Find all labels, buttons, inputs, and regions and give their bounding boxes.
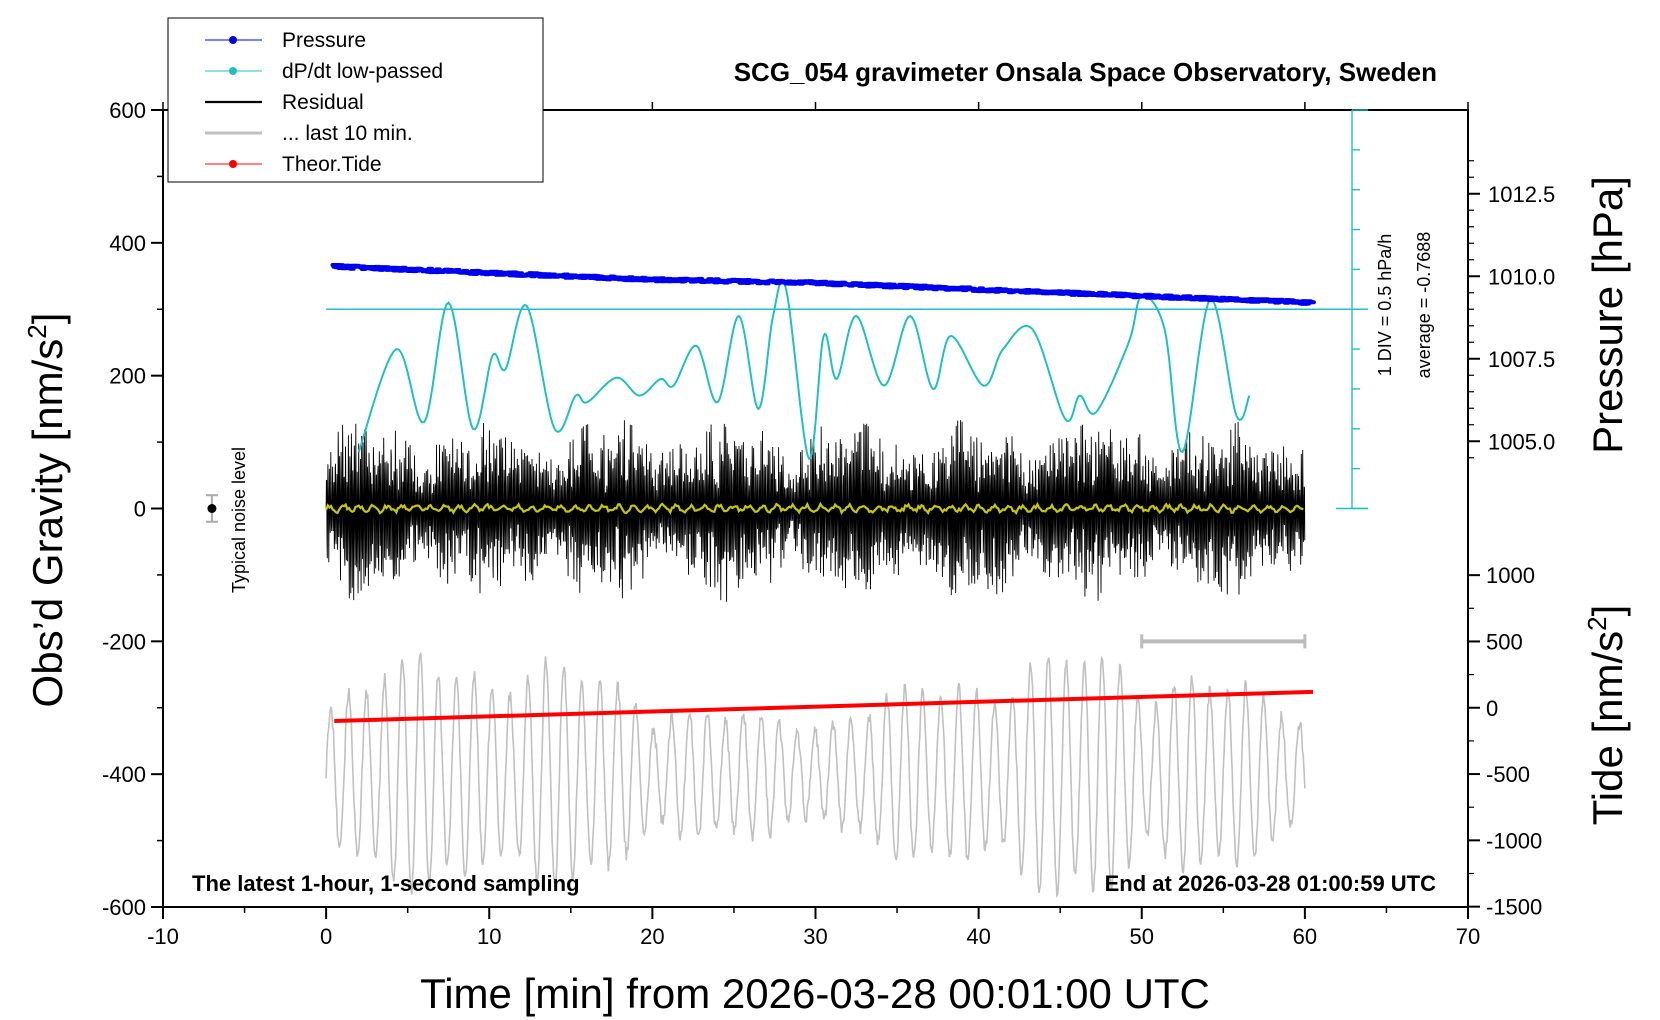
x-tick-label: 10 (477, 924, 501, 949)
bottom-left-note: The latest 1-hour, 1-second sampling (192, 871, 580, 896)
legend-label: ... last 10 min. (282, 122, 413, 145)
legend-label: Theor.Tide (282, 153, 382, 176)
axes-layer: -10 0 10 20 30 40 50 60 70 600 400 200 0 -200 -400 -600… (102, 98, 1555, 949)
legend-box (167, 17, 544, 183)
pressure-tick-label: 1005.0 (1488, 429, 1555, 454)
series-dpdt-line (357, 279, 1251, 460)
series-filtered-residual-line (325, 501, 1304, 516)
x-tick-label: 30 (803, 924, 827, 949)
noise-level-label: Typical noise level (229, 447, 249, 593)
x-tick-label: 40 (966, 924, 990, 949)
noise-bar-point (207, 504, 217, 513)
pressure-tick-label: 1010.0 (1488, 264, 1555, 289)
legend-swatch-dot (229, 67, 237, 75)
chart-title: SCG_054 gravimeter Onsala Space Observat… (734, 57, 1437, 87)
legend-swatch-dot (229, 36, 237, 44)
x-tick-label: 0 (320, 924, 332, 949)
pressure-tick-label: 1007.5 (1488, 347, 1555, 372)
y-axis-title-pressure: Pressure [hPa] (1584, 176, 1631, 454)
y-axis-title-left-main: Obs’d Gravity [nm/s (24, 339, 71, 708)
y-axis-title-tide-sup: 2 (1582, 616, 1612, 630)
pressure-tick-label: 1012.5 (1488, 182, 1555, 207)
x-tick-label: -10 (147, 924, 179, 949)
y-axis-title-tide: Tide [nm/s2] (1582, 605, 1631, 826)
series-pressure-dots (330, 263, 1316, 306)
scale-note-div: 1 DIV = 0.5 hPa/h (1375, 234, 1395, 377)
y-left-tick-label: 400 (109, 231, 146, 256)
legend-label: Residual (282, 91, 364, 114)
tide-tick-label: -1500 (1486, 895, 1542, 920)
tide-tick-label: -500 (1486, 762, 1530, 787)
legend: Pressure dP/dt low-passed Residual ... last… (167, 17, 544, 183)
tide-tick-label: -1000 (1486, 828, 1542, 853)
x-tick-label: 20 (640, 924, 664, 949)
y-left-tick-label: 600 (109, 98, 146, 123)
y-axis-title-left: Obs’d Gravity [nm/s2] (22, 313, 71, 708)
series-layer (205, 109, 1368, 899)
series-last10-min-line (325, 651, 1306, 899)
series-theor-tide-line (334, 689, 1314, 724)
x-tick-label: 60 (1293, 924, 1317, 949)
tide-tick-label: 0 (1486, 696, 1498, 721)
y-left-tick-label: 200 (109, 364, 146, 389)
series-residual-line (325, 420, 1306, 602)
y-axis-title-tide-end: ] (1584, 605, 1631, 617)
tide-tick-label: 1000 (1486, 563, 1535, 588)
y-left-tick-label: 0 (134, 497, 146, 522)
y-left-tick-label: -600 (102, 895, 146, 920)
bottom-right-note: End at 2026-03-28 01:00:59 UTC (1105, 871, 1436, 896)
legend-label: dP/dt low-passed (282, 60, 443, 83)
legend-swatch-dot (229, 160, 237, 168)
legend-items: Pressure dP/dt low-passed Residual ... last… (205, 29, 443, 176)
y-axis-title-left-end: ] (24, 313, 71, 325)
x-tick-label: 70 (1456, 924, 1480, 949)
y-left-tick-label: -200 (102, 629, 146, 654)
tide-tick-label: 500 (1486, 629, 1523, 654)
y-left-tick-label: -400 (102, 762, 146, 787)
scale-note-average: average = -0.7688 (1414, 232, 1434, 379)
x-axis-title: Time [min] from 2026-03-28 00:01:00 UTC (420, 970, 1210, 1017)
y-axis-title-left-sup: 2 (22, 324, 52, 338)
x-tick-label: 50 (1130, 924, 1154, 949)
legend-label: Pressure (282, 29, 366, 52)
y-axis-title-tide-main: Tide [nm/s (1584, 631, 1631, 826)
